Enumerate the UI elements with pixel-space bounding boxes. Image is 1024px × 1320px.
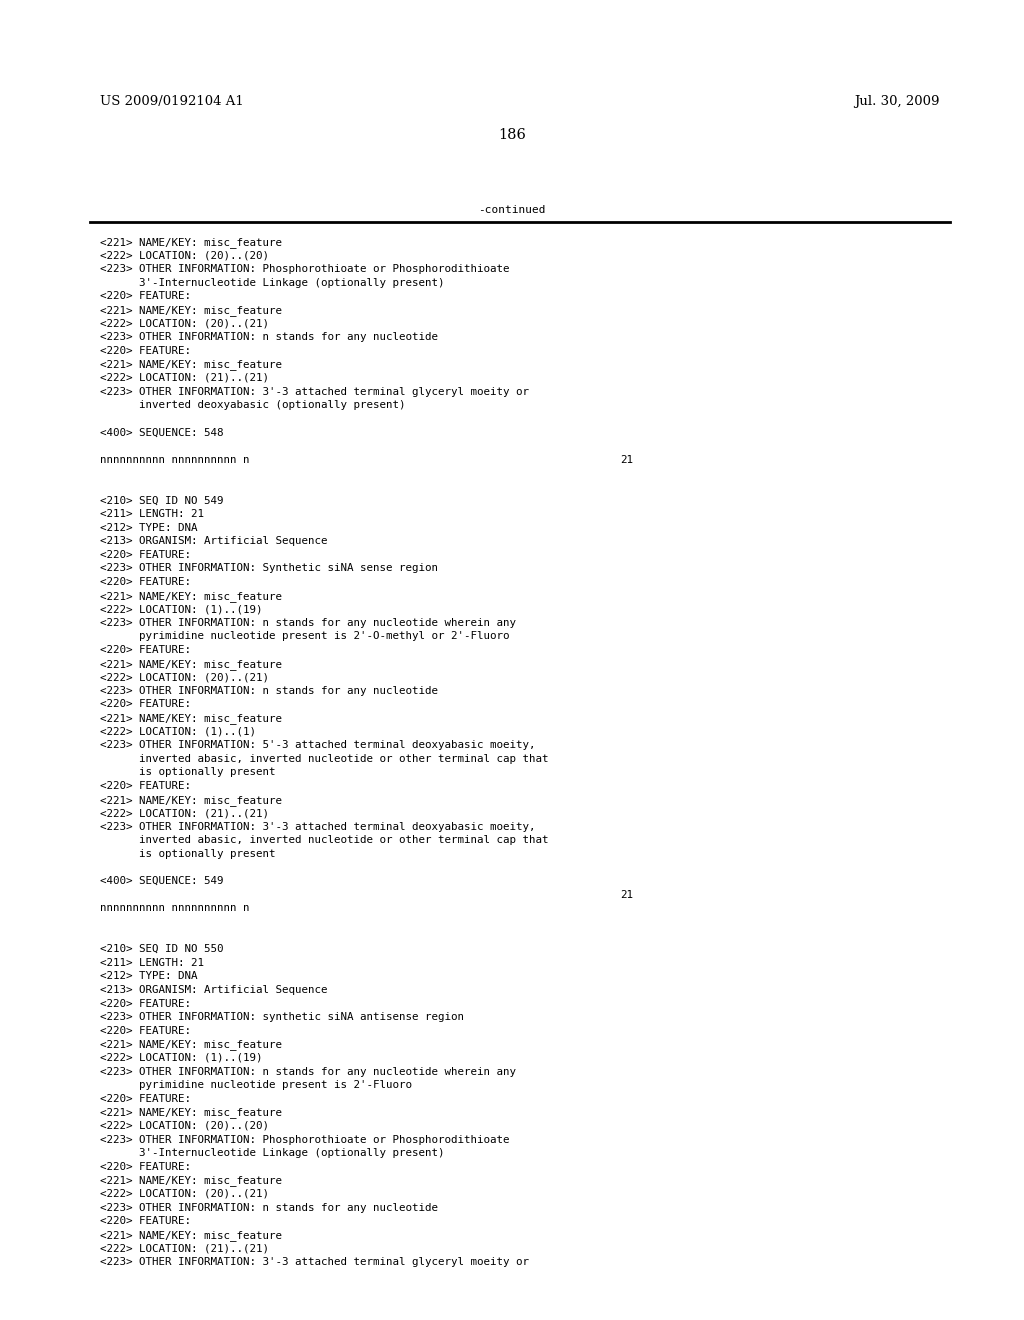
Text: Jul. 30, 2009: Jul. 30, 2009	[854, 95, 940, 108]
Text: <223> OTHER INFORMATION: n stands for any nucleotide: <223> OTHER INFORMATION: n stands for an…	[100, 1203, 438, 1213]
Text: <210> SEQ ID NO 549: <210> SEQ ID NO 549	[100, 495, 223, 506]
Text: <222> LOCATION: (1)..(19): <222> LOCATION: (1)..(19)	[100, 1053, 262, 1063]
Text: <212> TYPE: DNA: <212> TYPE: DNA	[100, 972, 198, 981]
Text: nnnnnnnnnn nnnnnnnnnn n: nnnnnnnnnn nnnnnnnnnn n	[100, 454, 250, 465]
Text: <220> FEATURE:: <220> FEATURE:	[100, 346, 191, 356]
Text: inverted abasic, inverted nucleotide or other terminal cap that: inverted abasic, inverted nucleotide or …	[100, 754, 549, 764]
Text: 186: 186	[498, 128, 526, 143]
Text: <400> SEQUENCE: 548: <400> SEQUENCE: 548	[100, 428, 223, 437]
Text: <213> ORGANISM: Artificial Sequence: <213> ORGANISM: Artificial Sequence	[100, 536, 328, 546]
Text: <222> LOCATION: (20)..(21): <222> LOCATION: (20)..(21)	[100, 1189, 269, 1199]
Text: US 2009/0192104 A1: US 2009/0192104 A1	[100, 95, 244, 108]
Text: <222> LOCATION: (21)..(21): <222> LOCATION: (21)..(21)	[100, 374, 269, 383]
Text: <223> OTHER INFORMATION: Phosphorothioate or Phosphorodithioate: <223> OTHER INFORMATION: Phosphorothioat…	[100, 264, 510, 275]
Text: <211> LENGTH: 21: <211> LENGTH: 21	[100, 510, 204, 519]
Text: <221> NAME/KEY: misc_feature: <221> NAME/KEY: misc_feature	[100, 713, 282, 723]
Text: <223> OTHER INFORMATION: n stands for any nucleotide wherein any: <223> OTHER INFORMATION: n stands for an…	[100, 618, 516, 628]
Text: <222> LOCATION: (21)..(21): <222> LOCATION: (21)..(21)	[100, 1243, 269, 1254]
Text: 21: 21	[620, 454, 633, 465]
Text: <220> FEATURE:: <220> FEATURE:	[100, 550, 191, 560]
Text: <221> NAME/KEY: misc_feature: <221> NAME/KEY: misc_feature	[100, 795, 282, 805]
Text: <222> LOCATION: (20)..(20): <222> LOCATION: (20)..(20)	[100, 1121, 269, 1131]
Text: <221> NAME/KEY: misc_feature: <221> NAME/KEY: misc_feature	[100, 590, 282, 602]
Text: <222> LOCATION: (20)..(21): <222> LOCATION: (20)..(21)	[100, 318, 269, 329]
Text: <223> OTHER INFORMATION: Synthetic siNA sense region: <223> OTHER INFORMATION: Synthetic siNA …	[100, 564, 438, 573]
Text: <223> OTHER INFORMATION: 5'-3 attached terminal deoxyabasic moeity,: <223> OTHER INFORMATION: 5'-3 attached t…	[100, 741, 536, 750]
Text: <221> NAME/KEY: misc_feature: <221> NAME/KEY: misc_feature	[100, 1230, 282, 1241]
Text: <221> NAME/KEY: misc_feature: <221> NAME/KEY: misc_feature	[100, 305, 282, 315]
Text: 3'-Internucleotide Linkage (optionally present): 3'-Internucleotide Linkage (optionally p…	[100, 1148, 444, 1158]
Text: <220> FEATURE:: <220> FEATURE:	[100, 1026, 191, 1036]
Text: <210> SEQ ID NO 550: <210> SEQ ID NO 550	[100, 944, 223, 954]
Text: <220> FEATURE:: <220> FEATURE:	[100, 645, 191, 655]
Text: is optionally present: is optionally present	[100, 849, 275, 859]
Text: <223> OTHER INFORMATION: n stands for any nucleotide: <223> OTHER INFORMATION: n stands for an…	[100, 333, 438, 342]
Text: <222> LOCATION: (1)..(1): <222> LOCATION: (1)..(1)	[100, 726, 256, 737]
Text: pyrimidine nucleotide present is 2'-O-methyl or 2'-Fluoro: pyrimidine nucleotide present is 2'-O-me…	[100, 631, 510, 642]
Text: <221> NAME/KEY: misc_feature: <221> NAME/KEY: misc_feature	[100, 659, 282, 669]
Text: 21: 21	[620, 890, 633, 900]
Text: <220> FEATURE:: <220> FEATURE:	[100, 1094, 191, 1104]
Text: <223> OTHER INFORMATION: 3'-3 attached terminal deoxyabasic moeity,: <223> OTHER INFORMATION: 3'-3 attached t…	[100, 822, 536, 832]
Text: <221> NAME/KEY: misc_feature: <221> NAME/KEY: misc_feature	[100, 1039, 282, 1051]
Text: <213> ORGANISM: Artificial Sequence: <213> ORGANISM: Artificial Sequence	[100, 985, 328, 995]
Text: inverted deoxyabasic (optionally present): inverted deoxyabasic (optionally present…	[100, 400, 406, 411]
Text: <223> OTHER INFORMATION: synthetic siNA antisense region: <223> OTHER INFORMATION: synthetic siNA …	[100, 1012, 464, 1022]
Text: <220> FEATURE:: <220> FEATURE:	[100, 781, 191, 791]
Text: <222> LOCATION: (21)..(21): <222> LOCATION: (21)..(21)	[100, 808, 269, 818]
Text: <223> OTHER INFORMATION: n stands for any nucleotide wherein any: <223> OTHER INFORMATION: n stands for an…	[100, 1067, 516, 1077]
Text: <220> FEATURE:: <220> FEATURE:	[100, 577, 191, 587]
Text: <220> FEATURE:: <220> FEATURE:	[100, 1216, 191, 1226]
Text: <221> NAME/KEY: misc_feature: <221> NAME/KEY: misc_feature	[100, 1107, 282, 1118]
Text: <400> SEQUENCE: 549: <400> SEQUENCE: 549	[100, 876, 223, 886]
Text: pyrimidine nucleotide present is 2'-Fluoro: pyrimidine nucleotide present is 2'-Fluo…	[100, 1080, 412, 1090]
Text: <221> NAME/KEY: misc_feature: <221> NAME/KEY: misc_feature	[100, 238, 282, 248]
Text: <220> FEATURE:: <220> FEATURE:	[100, 292, 191, 301]
Text: is optionally present: is optionally present	[100, 767, 275, 777]
Text: <220> FEATURE:: <220> FEATURE:	[100, 700, 191, 709]
Text: <223> OTHER INFORMATION: 3'-3 attached terminal glyceryl moeity or: <223> OTHER INFORMATION: 3'-3 attached t…	[100, 1257, 529, 1267]
Text: <211> LENGTH: 21: <211> LENGTH: 21	[100, 958, 204, 968]
Text: 3'-Internucleotide Linkage (optionally present): 3'-Internucleotide Linkage (optionally p…	[100, 277, 444, 288]
Text: <222> LOCATION: (20)..(20): <222> LOCATION: (20)..(20)	[100, 251, 269, 260]
Text: inverted abasic, inverted nucleotide or other terminal cap that: inverted abasic, inverted nucleotide or …	[100, 836, 549, 845]
Text: <223> OTHER INFORMATION: Phosphorothioate or Phosphorodithioate: <223> OTHER INFORMATION: Phosphorothioat…	[100, 1135, 510, 1144]
Text: <222> LOCATION: (20)..(21): <222> LOCATION: (20)..(21)	[100, 672, 269, 682]
Text: <212> TYPE: DNA: <212> TYPE: DNA	[100, 523, 198, 532]
Text: <221> NAME/KEY: misc_feature: <221> NAME/KEY: misc_feature	[100, 359, 282, 371]
Text: <222> LOCATION: (1)..(19): <222> LOCATION: (1)..(19)	[100, 605, 262, 614]
Text: <221> NAME/KEY: misc_feature: <221> NAME/KEY: misc_feature	[100, 1175, 282, 1187]
Text: -continued: -continued	[478, 205, 546, 215]
Text: <220> FEATURE:: <220> FEATURE:	[100, 999, 191, 1008]
Text: <220> FEATURE:: <220> FEATURE:	[100, 1162, 191, 1172]
Text: nnnnnnnnnn nnnnnnnnnn n: nnnnnnnnnn nnnnnnnnnn n	[100, 903, 250, 913]
Text: <223> OTHER INFORMATION: n stands for any nucleotide: <223> OTHER INFORMATION: n stands for an…	[100, 686, 438, 696]
Text: <223> OTHER INFORMATION: 3'-3 attached terminal glyceryl moeity or: <223> OTHER INFORMATION: 3'-3 attached t…	[100, 387, 529, 396]
